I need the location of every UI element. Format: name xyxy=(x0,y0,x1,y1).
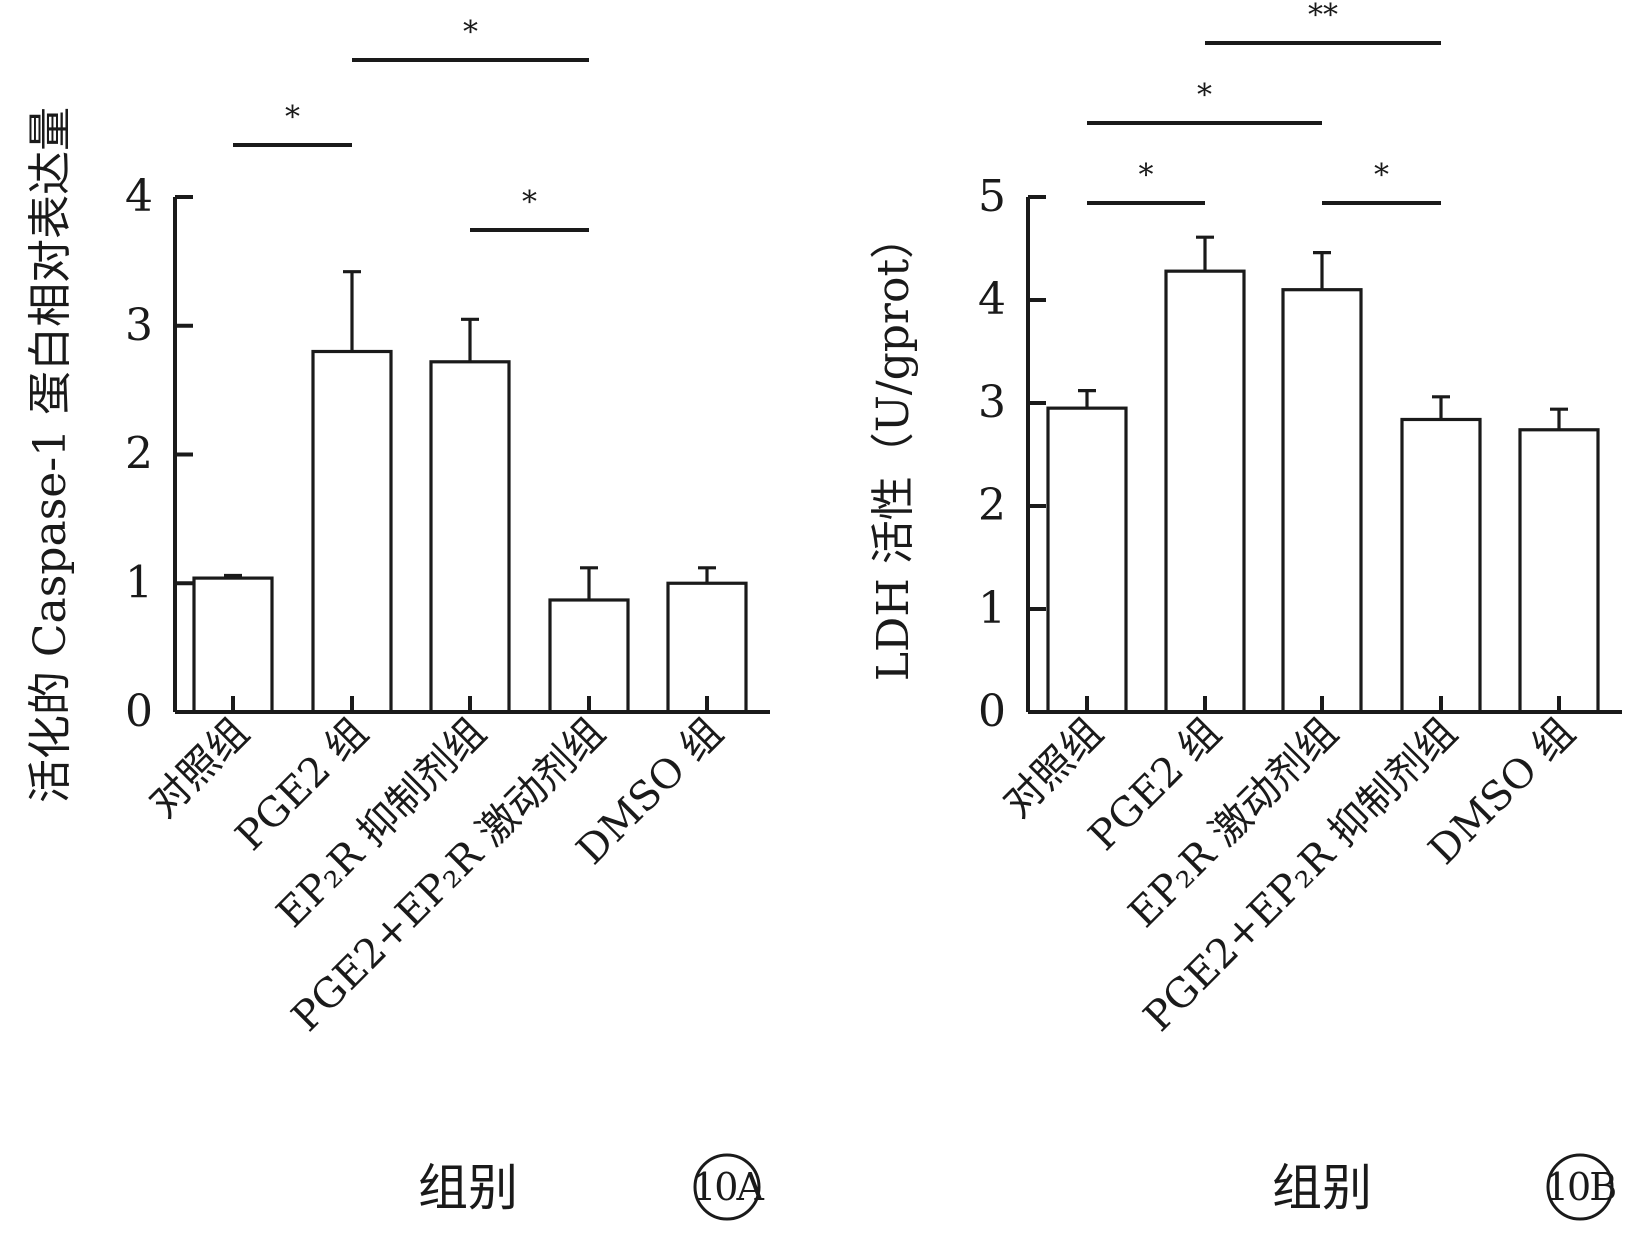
chart1-x-axis-label: 组别 xyxy=(418,1159,518,1217)
chart2-y-tick-label: 1 xyxy=(978,583,1006,634)
chart1-y-tick-label: 4 xyxy=(125,171,153,222)
chart2-category-label: EP₂R 激动剂组 xyxy=(1120,710,1347,937)
chart2-y-tick-label: 5 xyxy=(978,171,1006,222)
chart2-x-axis-label: 组别 xyxy=(1272,1159,1372,1217)
chart2-panel-badge-circle xyxy=(1546,1153,1614,1221)
chart1-bar xyxy=(192,576,274,714)
chart2-significance-label: * xyxy=(1197,78,1212,113)
chart1-significance-label: * xyxy=(463,15,478,50)
chart1-significance-label: * xyxy=(285,100,300,135)
chart2-significance-label: * xyxy=(1374,158,1389,193)
chart2-y-tick-label: 0 xyxy=(978,686,1006,737)
chart1-y-tick-label: 0 xyxy=(125,686,153,737)
chart2-bar xyxy=(1400,417,1482,714)
chart2-significance-label: ** xyxy=(1308,0,1338,33)
chart2-bar xyxy=(1518,428,1600,714)
chart2-y-axis-label: LDH 活性（U/gprot） xyxy=(868,215,919,681)
chart1-y-tick-label: 2 xyxy=(125,429,153,480)
chart1-category-label: EP₂R 抑制剂组 xyxy=(268,710,495,937)
chart2-bar xyxy=(1046,406,1128,714)
chart1-panel-badge-circle xyxy=(693,1153,761,1221)
chart1-category-label: 对照组 xyxy=(141,710,258,827)
chart1-bar xyxy=(666,581,748,714)
chart1-bar xyxy=(548,598,630,714)
chart2-category-label: 对照组 xyxy=(995,710,1112,827)
chart2-bar xyxy=(1281,288,1363,714)
chart2-bar xyxy=(1164,269,1246,714)
chart1-bar xyxy=(429,360,511,714)
chart1-y-tick-label: 3 xyxy=(125,300,153,351)
chart1-panel-badge-label: 10A xyxy=(692,1165,764,1209)
chart2-panel-badge-label: 10B xyxy=(1545,1165,1615,1209)
chart2-y-tick-label: 2 xyxy=(978,480,1006,531)
chart2-y-tick-label: 3 xyxy=(978,377,1006,428)
chart1-significance-label: * xyxy=(522,185,537,220)
chart1-y-axis-label: 活化的 Caspase-1 蛋白相对表达量 xyxy=(25,107,76,803)
chart2-significance-label: * xyxy=(1139,158,1154,193)
chart2-y-tick-label: 4 xyxy=(978,274,1006,325)
chart1-y-tick-label: 1 xyxy=(125,557,153,608)
chart1-bar xyxy=(311,349,393,714)
